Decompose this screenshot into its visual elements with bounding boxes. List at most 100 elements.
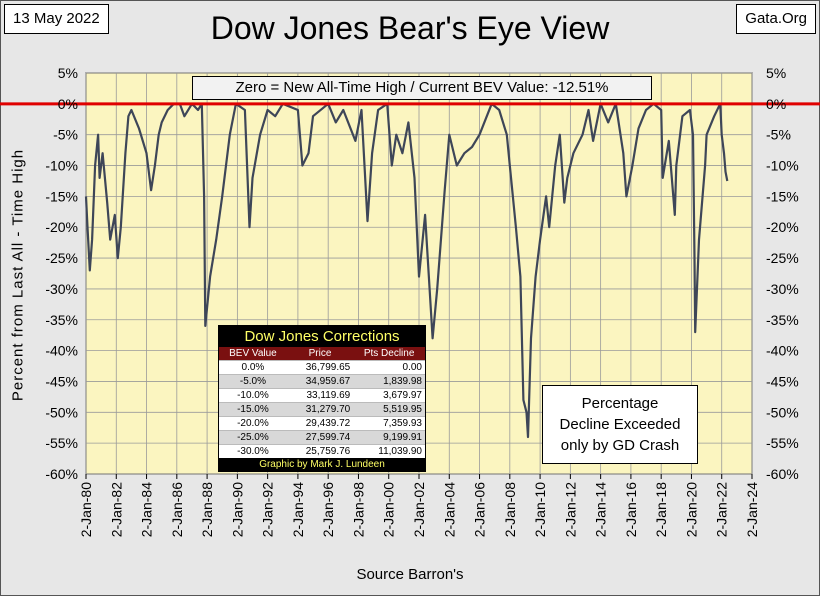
y-tick-label-right: 0% bbox=[766, 96, 786, 112]
y-tick-label-left: 5% bbox=[58, 65, 78, 81]
table-row: -10.0% 33,119.69 3,679.97 bbox=[219, 388, 425, 403]
y-tick-label-left: -15% bbox=[45, 188, 78, 204]
table-cell: 31,279.70 bbox=[286, 402, 354, 417]
table-row: -30.0% 25,759.76 11,039.90 bbox=[219, 444, 425, 458]
table-cell: -10.0% bbox=[219, 388, 287, 403]
x-tick-label: 2-Jan-18 bbox=[653, 482, 669, 537]
note-line-1: Percentage bbox=[581, 395, 659, 412]
y-tick-label-right: -45% bbox=[766, 373, 799, 389]
y-tick-label-left: -40% bbox=[45, 343, 78, 359]
x-tick-label: 2-Jan-02 bbox=[411, 482, 427, 537]
table-cell: -30.0% bbox=[219, 444, 287, 458]
corrections-table: Dow Jones Corrections BEV Value Price Pt… bbox=[218, 325, 426, 472]
note-line-2: Decline Exceeded bbox=[559, 416, 681, 433]
x-tick-label: 2-Jan-10 bbox=[532, 482, 548, 537]
table-cell: -5.0% bbox=[219, 374, 287, 389]
y-axis-label: Percent from Last All - Time High bbox=[9, 148, 27, 402]
y-tick-label-right: -30% bbox=[766, 281, 799, 297]
y-tick-label-right: -10% bbox=[766, 158, 799, 174]
table-header-row: BEV Value Price Pts Decline bbox=[219, 347, 425, 361]
corrections-table-grid: BEV Value Price Pts Decline 0.0% 36,799.6… bbox=[219, 347, 425, 458]
x-tick-label: 2-Jan-86 bbox=[169, 482, 185, 537]
y-tick-label-right: -50% bbox=[766, 404, 799, 420]
table-row: -15.0% 31,279.70 5,519.95 bbox=[219, 402, 425, 417]
note-box: Percentage Decline Exceeded only by GD C… bbox=[542, 385, 698, 464]
table-cell: 27,599.74 bbox=[286, 430, 354, 445]
series-layer bbox=[84, 102, 729, 439]
table-cell: 5,519.95 bbox=[353, 402, 425, 417]
y-tick-label-right: -60% bbox=[766, 466, 799, 482]
x-tick-label: 2-Jan-00 bbox=[381, 482, 397, 537]
x-tick-label: 2-Jan-98 bbox=[350, 482, 366, 537]
x-tick-label: 2-Jan-14 bbox=[593, 482, 609, 537]
y-tick-label-left: -50% bbox=[45, 404, 78, 420]
table-cell: 0.00 bbox=[353, 360, 425, 375]
site-label: Gata.Org bbox=[736, 4, 816, 34]
x-tick-label: 2-Jan-90 bbox=[229, 482, 245, 537]
table-cell: 9,199.91 bbox=[353, 430, 425, 445]
col-header-pts-decline: Pts Decline bbox=[353, 347, 425, 361]
table-cell: 34,959.67 bbox=[286, 374, 354, 389]
x-tick-label: 2-Jan-16 bbox=[623, 482, 639, 537]
y-tick-label-right: -25% bbox=[766, 250, 799, 266]
x-tick-label: 2-Jan-92 bbox=[260, 482, 276, 537]
table-cell: -20.0% bbox=[219, 416, 287, 431]
x-tick-label: 2-Jan-06 bbox=[472, 482, 488, 537]
bev-series-line bbox=[84, 102, 729, 439]
y-tick-label-right: -35% bbox=[766, 312, 799, 328]
y-tick-label-right: 5% bbox=[766, 65, 786, 81]
col-header-bev: BEV Value bbox=[219, 347, 287, 361]
x-tick-label: 2-Jan-84 bbox=[139, 482, 155, 537]
y-tick-label-left: -55% bbox=[45, 435, 78, 451]
y-tick-label-left: 0% bbox=[58, 96, 78, 112]
table-cell: 11,039.90 bbox=[353, 444, 425, 458]
y-tick-label-left: -35% bbox=[45, 312, 78, 328]
x-tick-label: 2-Jan-08 bbox=[502, 482, 518, 537]
col-header-price: Price bbox=[286, 347, 354, 361]
y-tick-label-right: -15% bbox=[766, 188, 799, 204]
table-row: -20.0% 29,439.72 7,359.93 bbox=[219, 416, 425, 431]
x-tick-label: 2-Jan-04 bbox=[441, 482, 457, 537]
x-axis-label: Source Barron's bbox=[356, 566, 464, 583]
tick-labels: 5% 5% 0% 0% -5% -5% -10% -10% -15% -15% -20% -20% -2… bbox=[45, 65, 798, 537]
table-cell: 3,679.97 bbox=[353, 388, 425, 403]
y-tick-label-right: -20% bbox=[766, 219, 799, 235]
y-tick-label-left: -45% bbox=[45, 373, 78, 389]
x-tick-label: 2-Jan-12 bbox=[562, 482, 578, 537]
table-cell: -15.0% bbox=[219, 402, 287, 417]
table-row: -25.0% 27,599.74 9,199.91 bbox=[219, 430, 425, 445]
table-cell: -25.0% bbox=[219, 430, 287, 445]
corrections-table-title: Dow Jones Corrections bbox=[219, 326, 425, 347]
table-cell: 33,119.69 bbox=[286, 388, 354, 403]
x-tick-label: 2-Jan-94 bbox=[290, 482, 306, 537]
x-tick-label: 2-Jan-96 bbox=[320, 482, 336, 537]
table-row: 0.0% 36,799.65 0.00 bbox=[219, 360, 425, 375]
y-tick-label-right: -5% bbox=[766, 127, 791, 143]
x-tick-label: 2-Jan-82 bbox=[108, 482, 124, 537]
y-tick-label-right: -40% bbox=[766, 343, 799, 359]
annotation-banner: Zero = New All-Time High / Current BEV V… bbox=[192, 76, 652, 100]
table-cell: 0.0% bbox=[219, 360, 287, 375]
x-tick-label: 2-Jan-88 bbox=[199, 482, 215, 537]
table-cell: 36,799.65 bbox=[286, 360, 354, 375]
table-cell: 7,359.93 bbox=[353, 416, 425, 431]
table-cell: 1,839.98 bbox=[353, 374, 425, 389]
note-line-3: only by GD Crash bbox=[560, 437, 680, 454]
y-tick-label-left: -10% bbox=[45, 158, 78, 174]
y-tick-label-left: -25% bbox=[45, 250, 78, 266]
corrections-table-body: 0.0% 36,799.65 0.00 -5.0% 34,959.67 1,839.98-… bbox=[219, 360, 425, 458]
y-tick-label-left: -60% bbox=[45, 466, 78, 482]
date-label: 13 May 2022 bbox=[4, 4, 109, 34]
x-tick-label: 2-Jan-22 bbox=[714, 482, 730, 537]
y-tick-label-left: -20% bbox=[45, 219, 78, 235]
y-tick-label-right: -55% bbox=[766, 435, 799, 451]
table-row: -5.0% 34,959.67 1,839.98 bbox=[219, 374, 425, 389]
table-cell: 29,439.72 bbox=[286, 416, 354, 431]
y-tick-label-left: -5% bbox=[53, 127, 78, 143]
x-tick-label: 2-Jan-80 bbox=[78, 482, 94, 537]
table-cell: 25,759.76 bbox=[286, 444, 354, 458]
x-tick-label: 2-Jan-24 bbox=[744, 482, 760, 537]
chart-title: Dow Jones Bear's Eye View bbox=[210, 10, 610, 46]
x-tick-label: 2-Jan-20 bbox=[683, 482, 699, 537]
y-tick-label-left: -30% bbox=[45, 281, 78, 297]
